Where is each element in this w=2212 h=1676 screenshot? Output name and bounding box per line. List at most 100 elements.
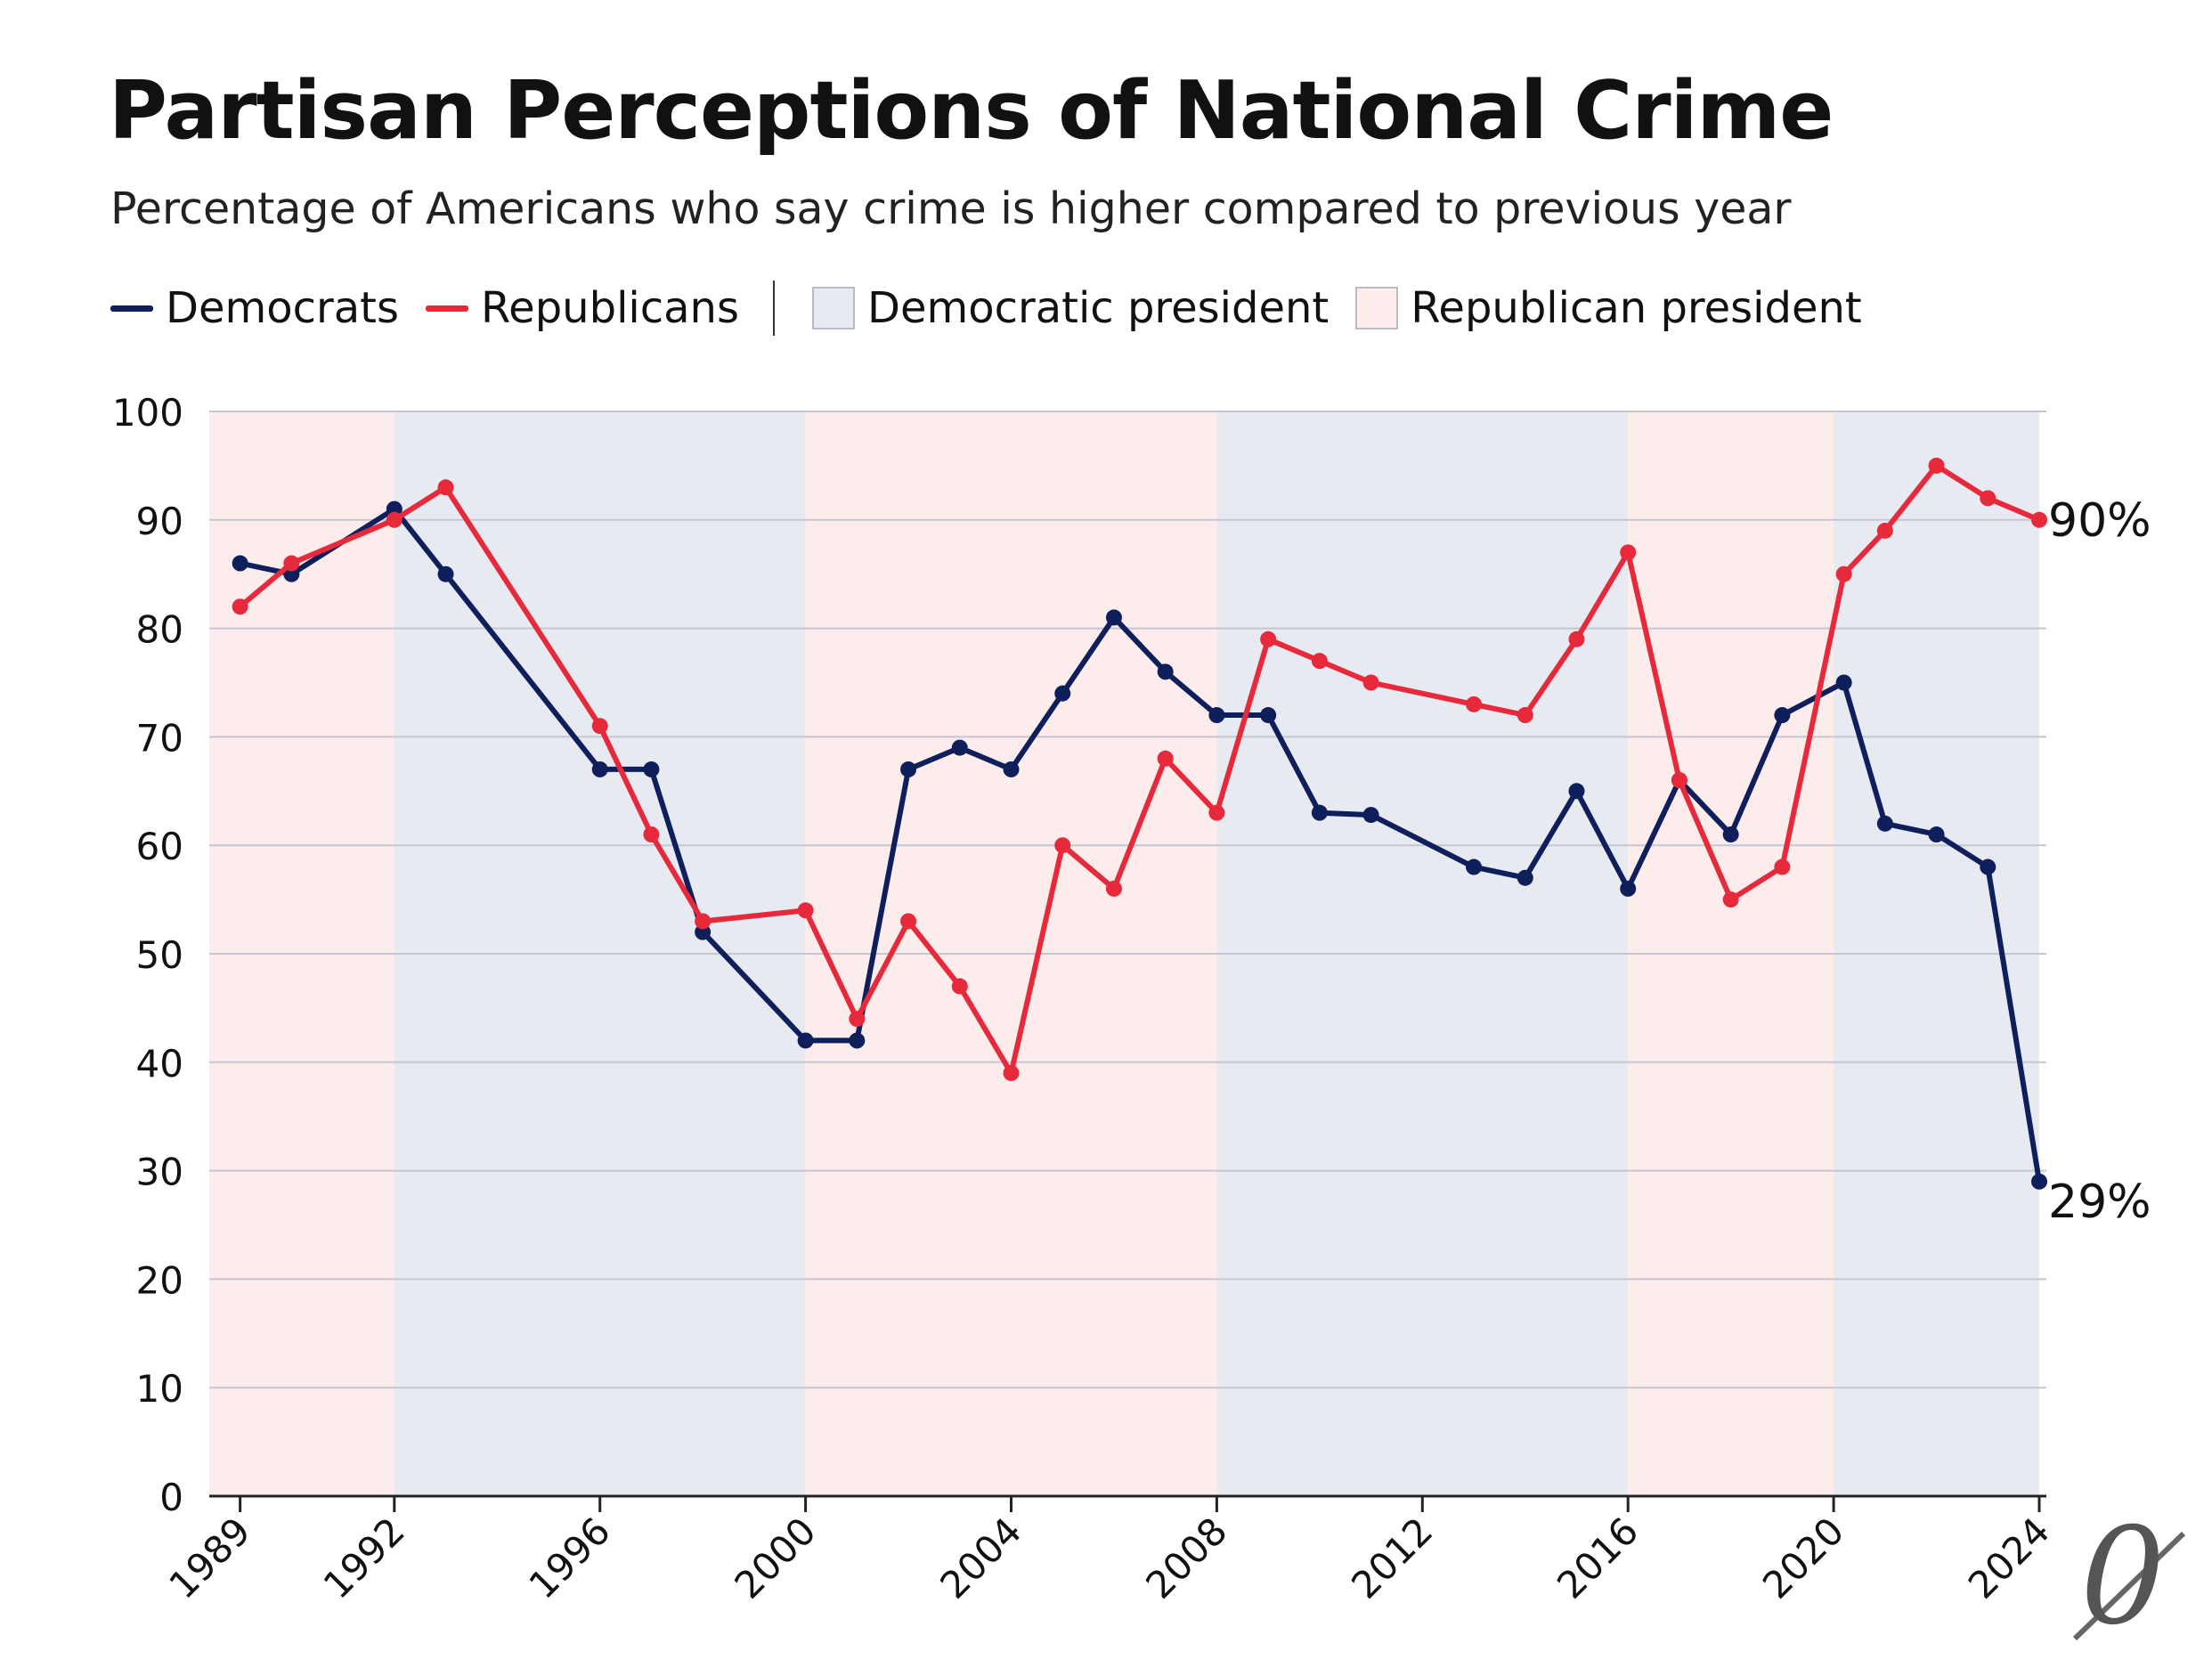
republicans-point-2019 (1774, 858, 1791, 875)
republicans-point-2000 (797, 902, 814, 919)
republicans-point-2003 (951, 978, 968, 995)
democrats-line-swatch (110, 305, 153, 312)
x-tick-label-2012: 2012 (1343, 1509, 1441, 1607)
republicans-point-2021 (1876, 522, 1893, 539)
legend-item-democrats: Democrats (110, 283, 399, 333)
republicans-point-1998 (695, 913, 712, 930)
x-tick-label-1992: 1992 (315, 1509, 413, 1607)
republicans-point-2018 (1722, 891, 1739, 908)
y-tick-label-30: 30 (136, 1151, 183, 1194)
y-tick-label-60: 60 (136, 825, 183, 868)
republicans-point-2014 (1517, 707, 1533, 724)
y-tick-label-90: 90 (136, 500, 183, 543)
x-tick-label-1996: 1996 (521, 1509, 619, 1607)
democrats-point-2016 (1620, 880, 1637, 897)
x-tick-label-2004: 2004 (931, 1509, 1029, 1607)
republicans-point-2013 (1466, 696, 1483, 712)
y-tick-label-80: 80 (136, 608, 183, 652)
democrats-point-2015 (1568, 783, 1585, 800)
democrats-point-2018 (1722, 826, 1739, 843)
republicans-point-2001 (849, 1011, 866, 1028)
logo-slash (2072, 1531, 2186, 1641)
x-tick-label-2020: 2020 (1754, 1509, 1852, 1607)
democrats-point-2011 (1362, 807, 1379, 824)
democrats-point-2007 (1157, 663, 1174, 680)
democrats-point-2008 (1208, 707, 1225, 724)
y-tick-label-50: 50 (136, 933, 183, 977)
democrats-point-2005 (1054, 685, 1071, 702)
democrats-point-2004 (1003, 761, 1020, 777)
democrats-point-2010 (1311, 804, 1328, 821)
republicans-line-swatch (425, 305, 468, 312)
legend-label-democrats: Democrats (166, 283, 399, 333)
democrats-point-1989 (232, 555, 248, 572)
democrats-point-2022 (1928, 826, 1945, 843)
republicans-point-2022 (1928, 457, 1945, 474)
republicans-point-2006 (1105, 880, 1122, 897)
democrats-point-2006 (1105, 609, 1122, 626)
chart-subtitle: Percentage of Americans who say crime is… (110, 183, 1792, 234)
x-tick-label-2000: 2000 (726, 1509, 824, 1607)
republicans-point-2007 (1157, 750, 1174, 767)
y-tick-label-40: 40 (136, 1042, 183, 1086)
democrats-point-2024 (2031, 1173, 2047, 1190)
republicans-point-2020.2 (1835, 565, 1852, 582)
legend-item-republicans: Republicans (425, 283, 739, 333)
democrats-point-2001 (849, 1032, 866, 1049)
democrats-point-2019 (1774, 707, 1791, 724)
republicans-point-1996 (591, 718, 608, 735)
democrats-point-2003 (951, 739, 968, 756)
legend-item-dem-president: Democratic president (811, 283, 1330, 333)
democrats-point-2021 (1876, 815, 1893, 832)
legend-label-republicans: Republicans (480, 283, 739, 333)
publisher-logo: 0 (2080, 1500, 2166, 1655)
legend-separator (772, 281, 775, 336)
y-tick-label-70: 70 (136, 716, 183, 760)
x-tick-label-2024: 2024 (1960, 1509, 2058, 1607)
democrats-point-2013 (1466, 858, 1483, 875)
democrats-point-2023 (1980, 858, 1996, 875)
legend-item-rep-president: Republican president (1355, 283, 1862, 333)
republicans-point-2010 (1311, 653, 1328, 670)
democrats-end-label: 29% (2048, 1176, 2151, 1229)
republicans-point-2009 (1260, 631, 1277, 647)
y-tick-label-0: 0 (159, 1476, 183, 1519)
republicans-point-1997 (643, 826, 660, 843)
x-tick-label-2016: 2016 (1549, 1509, 1647, 1607)
republicans-point-2017 (1671, 772, 1687, 789)
republicans-point-1989 (232, 598, 248, 615)
democrats-point-2002 (900, 761, 917, 777)
democrats-point-2009 (1260, 707, 1277, 724)
democrats-point-2020.2 (1835, 674, 1852, 691)
republicans-point-1992 (386, 511, 403, 528)
rep-president-swatch (1355, 287, 1399, 330)
republicans-point-2015 (1568, 631, 1585, 647)
democrats-point-1997 (643, 761, 660, 777)
republicans-point-2002 (900, 913, 917, 930)
republicans-point-2023 (1980, 490, 1996, 507)
legend: Democrats Republicans Democratic preside… (110, 281, 1889, 336)
chart-title: Partisan Perceptions of National Crime (109, 64, 1834, 158)
democrats-point-2014 (1517, 869, 1533, 886)
republicans-point-2011 (1362, 674, 1379, 691)
republicans-point-2005 (1054, 837, 1071, 854)
y-tick-label-100: 100 (112, 391, 183, 435)
republicans-point-2024 (2031, 511, 2047, 528)
dem-president-swatch (811, 287, 855, 330)
y-tick-label-20: 20 (136, 1258, 183, 1302)
democrats-point-2000 (797, 1032, 814, 1049)
x-tick-label-1989: 1989 (160, 1509, 258, 1607)
legend-label-dem-president: Democratic president (866, 283, 1330, 333)
republicans-point-2004 (1003, 1064, 1020, 1081)
republicans-end-label: 90% (2048, 494, 2151, 548)
democrats-point-1996 (591, 761, 608, 777)
republicans-point-1990 (283, 555, 300, 572)
republicans-point-2016 (1620, 544, 1637, 561)
republicans-point-1993 (437, 479, 454, 496)
democrats-point-1993 (437, 565, 454, 582)
y-tick-label-10: 10 (136, 1367, 183, 1411)
legend-label-rep-president: Republican president (1411, 283, 1862, 333)
republicans-point-2008 (1208, 804, 1225, 821)
x-tick-label-2008: 2008 (1137, 1509, 1235, 1607)
